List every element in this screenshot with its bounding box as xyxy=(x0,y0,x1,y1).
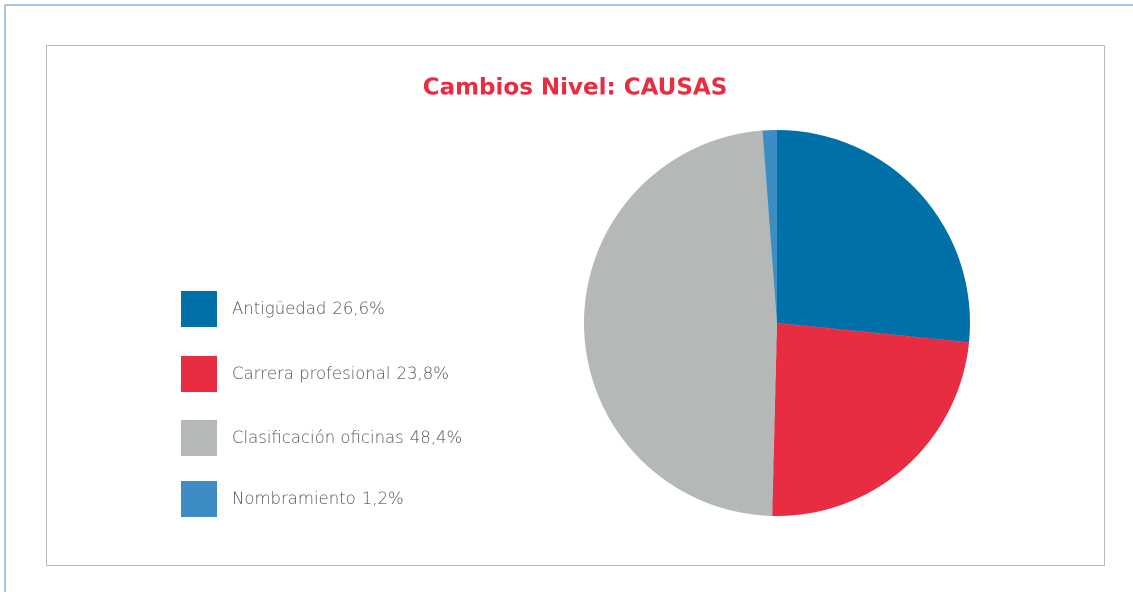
legend-swatch xyxy=(181,356,217,392)
pie-slice xyxy=(777,130,970,343)
legend-value: 1,2% xyxy=(362,489,404,508)
chart-box xyxy=(46,45,1105,566)
legend-name: Nombramiento xyxy=(232,489,356,508)
legend-name: Clasificación oficinas xyxy=(232,428,404,447)
legend-value: 26,6% xyxy=(332,299,384,318)
legend-value: 23,8% xyxy=(397,364,449,383)
pie-slice xyxy=(584,130,777,516)
legend-name: Antigüedad xyxy=(232,299,326,318)
legend-swatch xyxy=(181,481,217,517)
chart-title: Cambios Nivel: CAUSAS xyxy=(423,75,728,101)
legend-label: Nombramiento 1,2% xyxy=(232,489,404,508)
legend-label: Clasificación oficinas 48,4% xyxy=(232,428,462,447)
pie-slice xyxy=(762,130,777,323)
legend-label: Carrera profesional 23,8% xyxy=(232,364,449,383)
legend-swatch xyxy=(181,420,217,456)
legend-name: Carrera profesional xyxy=(232,364,391,383)
legend-swatch xyxy=(181,291,217,327)
legend-label: Antigüedad 26,6% xyxy=(232,299,385,318)
legend-value: 48,4% xyxy=(410,428,462,447)
pie-slice xyxy=(772,323,970,516)
